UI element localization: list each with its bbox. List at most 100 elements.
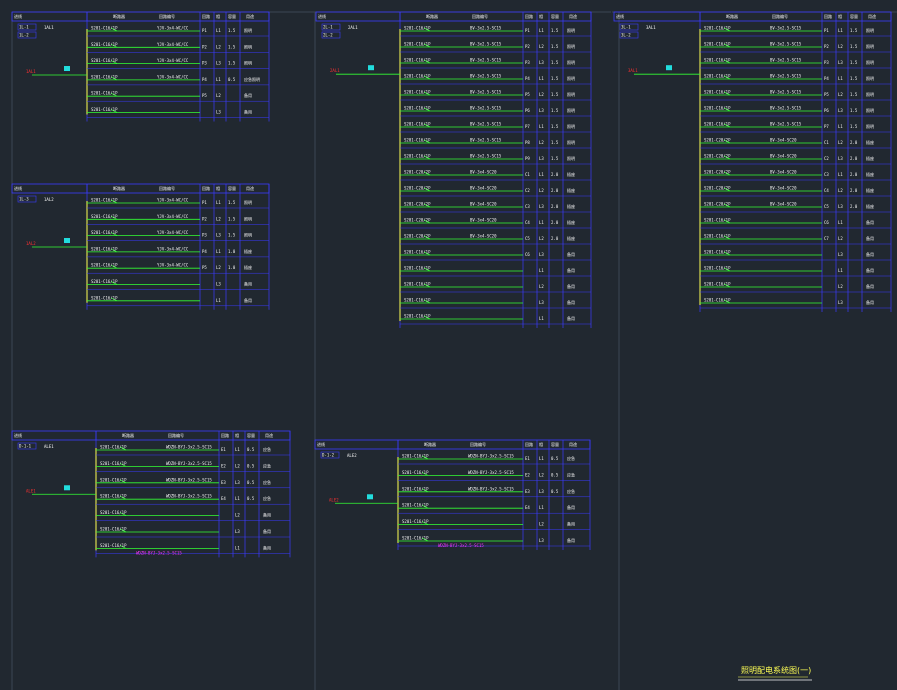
- cable-spec: BV-3x4-SC20: [770, 186, 797, 191]
- breaker-model: S201-C16/1P: [704, 122, 731, 127]
- circuit-phase: L3: [539, 538, 544, 543]
- circuit-phase: L3: [838, 60, 843, 65]
- circuit-number: P6: [525, 108, 530, 113]
- breaker-contact-icon: [423, 267, 431, 272]
- circuit-number: P5: [525, 92, 530, 97]
- circuit-use: 备用: [567, 251, 575, 257]
- panel-code: 3AL1: [646, 25, 656, 30]
- breaker-model: S201-C20/2P: [704, 154, 731, 159]
- breaker-contact-icon: [423, 59, 431, 64]
- incoming-code-box: [321, 23, 341, 31]
- breaker-contact-icon: [723, 107, 731, 112]
- cable-spec: WDZN-BYJ-3x2.5-SC15: [166, 461, 212, 466]
- circuit-use: 照明: [244, 233, 252, 238]
- circuit-phase: L1: [838, 220, 843, 225]
- circuit-use: 照明: [567, 108, 575, 113]
- circuit-use: 备用: [567, 315, 575, 321]
- circuit-phase: L3: [838, 204, 843, 209]
- circuit-load: 0.5: [551, 472, 559, 477]
- circuit-load: 2.0: [551, 188, 559, 193]
- circuit-phase: L3: [216, 61, 221, 66]
- cable-spec: WDZN-BYJ-3x2.5-SC15: [468, 486, 514, 491]
- incoming-code-box: [17, 31, 37, 39]
- panel-ale1: 进线 断路器 回路编号 回路相 容量 用途 D-1-1 ALE1 ALE1 S201-C16/1P…: [11, 430, 291, 558]
- circuit-use: 备用: [866, 267, 874, 273]
- breaker-contact-icon: [423, 171, 431, 176]
- breaker-model: S201-C16/1P: [402, 470, 429, 475]
- header-label: 用途: [265, 432, 273, 438]
- cable-spec: WDZN-BYJ-3x2.5-SC15: [166, 494, 212, 499]
- circuit-phase: L1: [539, 268, 544, 273]
- breaker-model: S201-C16/1P: [404, 90, 431, 95]
- header-label: 回路编号: [470, 441, 486, 447]
- cable-spec: WDZN-BYJ-3x2.5-SC15: [166, 477, 212, 482]
- breaker-contact-icon: [110, 199, 118, 204]
- breaker-model: S201-C16/1P: [91, 198, 118, 203]
- circuit-number: E3: [525, 489, 530, 494]
- breaker-model: S201-C20/2P: [404, 170, 431, 175]
- breaker-contact-icon: [423, 75, 431, 80]
- circuit-number: P4: [202, 249, 207, 254]
- breaker-model: S201-C20/2P: [704, 170, 731, 175]
- circuit-phase: L2: [216, 44, 221, 49]
- circuit-load: 0.5: [247, 496, 255, 501]
- incoming-code-box: [619, 31, 639, 39]
- cable-spec: BV-3x4-SC20: [470, 186, 497, 191]
- header-label: 回路: [202, 13, 210, 19]
- circuit-phase: L2: [539, 522, 544, 527]
- circuit-use: 插座: [567, 171, 575, 177]
- breaker-model: S201-C16/1P: [404, 154, 431, 159]
- circuit-phase: L3: [539, 252, 544, 257]
- circuit-use: 备用: [866, 299, 874, 305]
- cable-spec: BV-3x2.5-SC15: [470, 42, 502, 47]
- header-label: 相: [838, 13, 842, 19]
- circuit-number: E1: [525, 456, 530, 461]
- cable-spec: YJV-3x4-WC/CC: [157, 198, 189, 203]
- circuit-phase: L1: [539, 316, 544, 321]
- incoming-code-box: [17, 23, 37, 31]
- breaker-contact-icon: [423, 235, 431, 240]
- circuit-phase: L2: [216, 265, 221, 270]
- circuit-phase: L1: [216, 77, 221, 82]
- circuit-use: 照明: [244, 200, 252, 205]
- breaker-model: S201-C16/1P: [404, 42, 431, 47]
- header-label: 回路编号: [168, 432, 184, 438]
- header-label: 回路编号: [472, 13, 488, 19]
- breaker-model: S201-C16/1P: [91, 42, 118, 47]
- circuit-number: P2: [202, 44, 207, 49]
- header-label: 用途: [246, 185, 254, 191]
- cable-spec: YJV-3x4-WC/CC: [157, 214, 189, 219]
- circuit-use: 照明: [866, 108, 874, 113]
- circuit-use: 插座: [866, 187, 874, 193]
- header-label: 回路: [202, 185, 210, 191]
- circuit-phase: L1: [838, 172, 843, 177]
- breaker-model: S201-C20/2P: [704, 186, 731, 191]
- circuit-number: P6: [824, 108, 829, 113]
- breaker-contact-icon: [110, 76, 118, 81]
- circuit-number: C6: [525, 252, 530, 257]
- header-label: 回路编号: [159, 185, 175, 191]
- header-label: 容量: [551, 13, 559, 19]
- circuit-load: 2.0: [850, 172, 858, 177]
- breaker-contact-icon: [119, 495, 127, 500]
- main-feed-label: 1AL2: [26, 241, 36, 246]
- cable-spec: BV-3x2.5-SC15: [470, 74, 502, 79]
- header-label: 容量: [228, 185, 236, 191]
- breaker-model: S201-C16/1P: [100, 445, 127, 450]
- circuit-load: 2.0: [551, 204, 559, 209]
- circuit-number: E3: [221, 480, 226, 485]
- main-feed-label: ALE1: [26, 488, 36, 493]
- circuit-number: E4: [525, 505, 530, 510]
- circuit-use: 照明: [866, 28, 874, 33]
- circuit-use: 插座: [866, 171, 874, 177]
- incoming-code: D-1-2: [322, 453, 335, 458]
- circuit-phase: L1: [216, 200, 221, 205]
- breaker-model: S201-C16/1P: [91, 230, 118, 235]
- circuit-phase: L3: [235, 529, 240, 534]
- circuit-use: 插座: [244, 264, 252, 270]
- circuit-load: 1.5: [850, 124, 858, 129]
- main-feed-label: 2AL1: [330, 68, 340, 73]
- breaker-model: S201-C16/1P: [404, 106, 431, 111]
- circuit-number: C1: [824, 140, 829, 145]
- breaker-model: S201-C16/1P: [91, 58, 118, 63]
